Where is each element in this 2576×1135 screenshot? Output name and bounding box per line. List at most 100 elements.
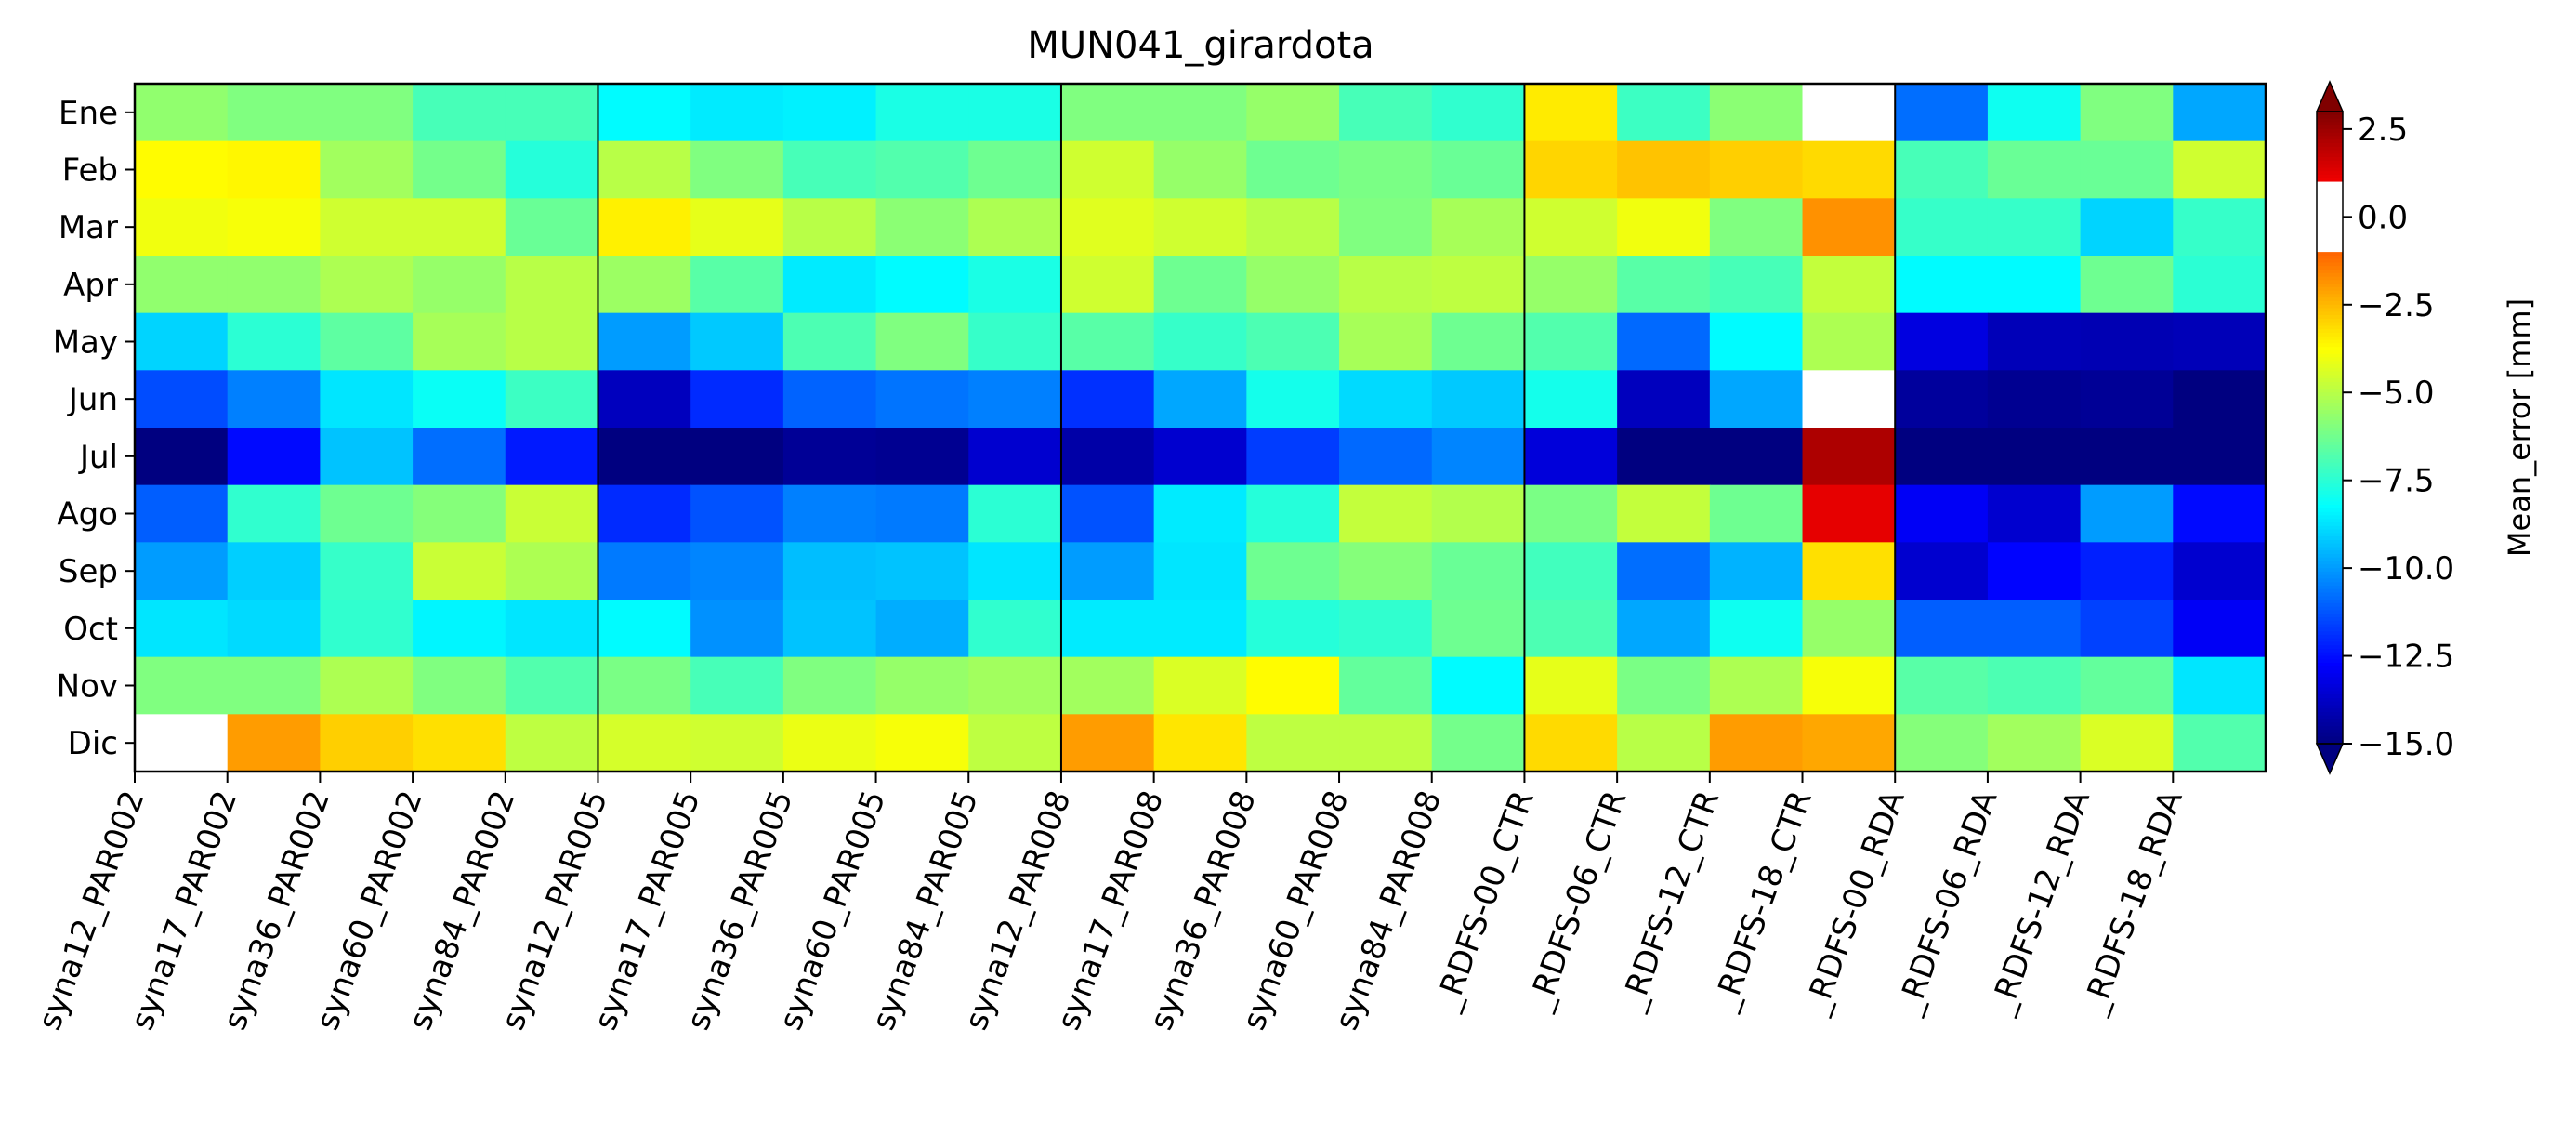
heatmap-cell [598,714,691,772]
colorbar-segment [2317,206,2343,211]
heatmap-cell [135,198,229,257]
heatmap-cell [1524,198,1618,257]
heatmap-cell [320,656,414,715]
heatmap-cell [1246,542,1340,600]
colorbar-segment [2317,403,2343,408]
heatmap-cell [1802,312,1896,371]
colorbar-segment [2317,522,2343,527]
colorbar-segment [2317,146,2343,152]
heatmap-cell [598,656,691,715]
colorbar-segment [2317,178,2343,183]
colorbar-segment [2317,497,2343,503]
heatmap-cell [690,84,784,142]
colorbar-segment [2317,712,2343,717]
colorbar-segment [2317,361,2343,365]
colorbar-segment [2317,410,2343,415]
colorbar-segment [2317,557,2343,562]
colorbar-segment [2317,189,2343,193]
colorbar-segment [2317,691,2343,695]
heatmap-cell [1895,256,1989,314]
heatmap-cell [1153,428,1247,486]
colorbar-segment [2317,652,2343,657]
colorbar-segment [2317,241,2343,246]
heatmap-cell [690,428,784,486]
heatmap-cell [1431,256,1526,314]
heatmap-cell [1524,312,1618,371]
heatmap-cell [1431,656,1526,715]
heatmap-cell [320,84,414,142]
heatmap-cell [1895,484,1989,543]
heatmap-cell [413,600,506,658]
colorbar-segment [2317,515,2343,521]
heatmap-cells [135,84,2267,772]
colorbar-segment [2317,529,2343,535]
colorbar-segment [2317,217,2343,221]
heatmap-cell [782,256,877,314]
heatmap-cell [1153,656,1247,715]
heatmap-cell [1987,140,2082,199]
heatmap-cell [1617,140,1711,199]
colorbar-segment [2317,399,2343,404]
colorbar-segment [2317,740,2343,745]
heatmap-cell [2080,542,2174,600]
colorbar-segment [2317,610,2343,615]
heatmap-cell [2173,140,2267,199]
heatmap-cell [1246,600,1340,658]
colorbar-segment [2317,694,2343,699]
heatmap-cell [690,484,784,543]
colorbar-segment [2317,114,2343,120]
colorbar-segment [2317,677,2343,681]
column-label: _RDFS-06_RDA [1889,785,2004,1020]
heatmap-cell [1709,428,1804,486]
heatmap-cell [1617,312,1711,371]
colorbar-tick-label: −2.5 [2358,287,2435,324]
heatmap-cell [968,484,1062,543]
heatmap-cell [413,312,506,371]
heatmap-cell [1246,484,1340,543]
colorbar-segment [2317,624,2343,629]
colorbar-segment [2317,525,2343,531]
colorbar-segment [2317,655,2343,661]
colorbar-segment [2317,586,2343,590]
row-label: Apr [63,267,118,304]
colorbar-segment [2317,118,2343,124]
heatmap-cell [505,484,599,543]
colorbar-segment [2317,350,2343,355]
heatmap-cell [1339,140,1433,199]
chart-title: MUN041_girardota [1027,24,1373,67]
colorbar-segment [2317,301,2343,306]
heatmap-cell [1339,600,1433,658]
heatmap-cell [1524,428,1618,486]
heatmap-cell [690,542,784,600]
heatmap-cell [782,370,877,429]
heatmap-cell [1060,198,1155,257]
heatmap-cell [1431,370,1526,429]
heatmap-cell [2080,428,2174,486]
column-label: _RDFS-00_CTR [1427,785,1542,1016]
colorbar-tick-label: 2.5 [2358,112,2408,149]
colorbar-segment [2317,266,2343,271]
heatmap-cell [227,140,321,199]
colorbar-segment [2317,167,2343,173]
colorbar-segment [2317,596,2343,600]
heatmap-cell [968,370,1062,429]
heatmap-cell [413,484,506,543]
colorbar-segment [2317,588,2343,594]
heatmap-cell [1895,600,1989,658]
colorbar-segment [2317,638,2343,643]
colorbar-segment [2317,191,2343,197]
heatmap-cell [1153,84,1247,142]
colorbar-segment [2317,270,2343,274]
heatmap-cell [320,600,414,658]
heatmap-cell [1524,370,1618,429]
heatmap-cell [1339,542,1433,600]
heatmap-cell [1709,600,1804,658]
heatmap-cell [782,656,877,715]
heatmap-cell [782,600,877,658]
heatmap-cell [413,542,506,600]
heatmap-cell [1617,428,1711,486]
column-label: _RDFS-18_RDA [2075,785,2190,1020]
heatmap-cell [875,714,969,772]
colorbar-segment [2317,719,2343,724]
heatmap-cell [598,198,691,257]
